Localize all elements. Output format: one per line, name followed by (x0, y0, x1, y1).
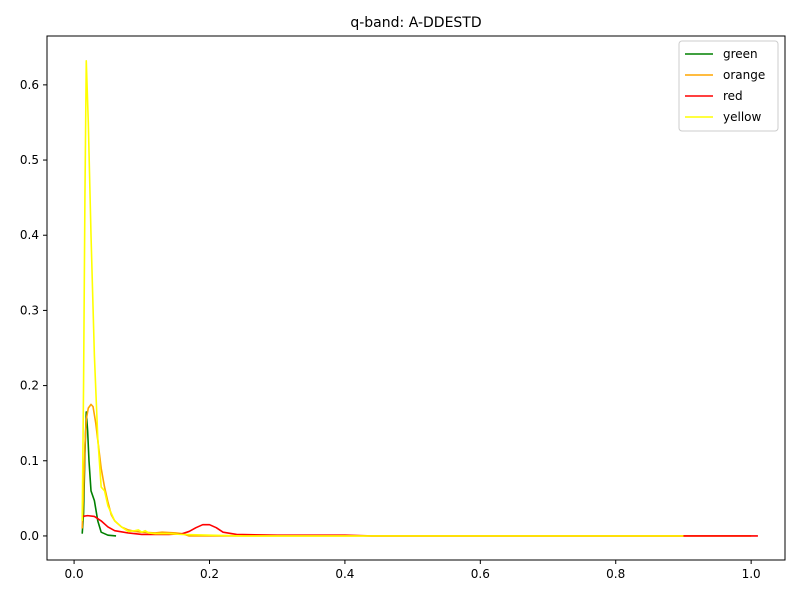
legend-label-red: red (723, 89, 743, 103)
series-line-yellow (81, 60, 684, 537)
legend-label-yellow: yellow (723, 110, 761, 124)
x-tick-label: 0.8 (606, 567, 625, 581)
series-layer (81, 60, 758, 537)
x-tick-label: 0.4 (335, 567, 354, 581)
y-tick-label: 0.1 (20, 454, 39, 468)
axes-frame (46, 35, 786, 561)
y-axis: 0.0 0.1 0.2 0.3 0.4 0.5 0.6 (20, 78, 47, 543)
y-tick-label: 0.0 (20, 529, 39, 543)
x-tick-label: 0.2 (200, 567, 219, 581)
x-tick-label: 0.0 (65, 567, 84, 581)
x-tick-label: 0.6 (471, 567, 490, 581)
y-tick-label: 0.3 (20, 303, 39, 317)
y-tick-label: 0.2 (20, 379, 39, 393)
chart-title: q-band: A-DDESTD (350, 15, 481, 31)
legend-label-orange: orange (723, 68, 765, 82)
x-tick-label: 1.0 (742, 567, 761, 581)
legend-label-green: green (723, 47, 758, 61)
y-tick-label: 0.4 (20, 228, 39, 242)
y-tick-label: 0.6 (20, 78, 39, 92)
legend: green orange red yellow (678, 40, 779, 132)
legend-box (678, 40, 779, 132)
plot-area: 0.0 0.2 0.4 0.6 0.8 1.0 0.0 0.1 0.2 0.3 0.4 0.5 0.6 (20, 35, 786, 581)
x-axis: 0.0 0.2 0.4 0.6 0.8 1.0 (65, 560, 761, 581)
y-tick-label: 0.5 (20, 153, 39, 167)
